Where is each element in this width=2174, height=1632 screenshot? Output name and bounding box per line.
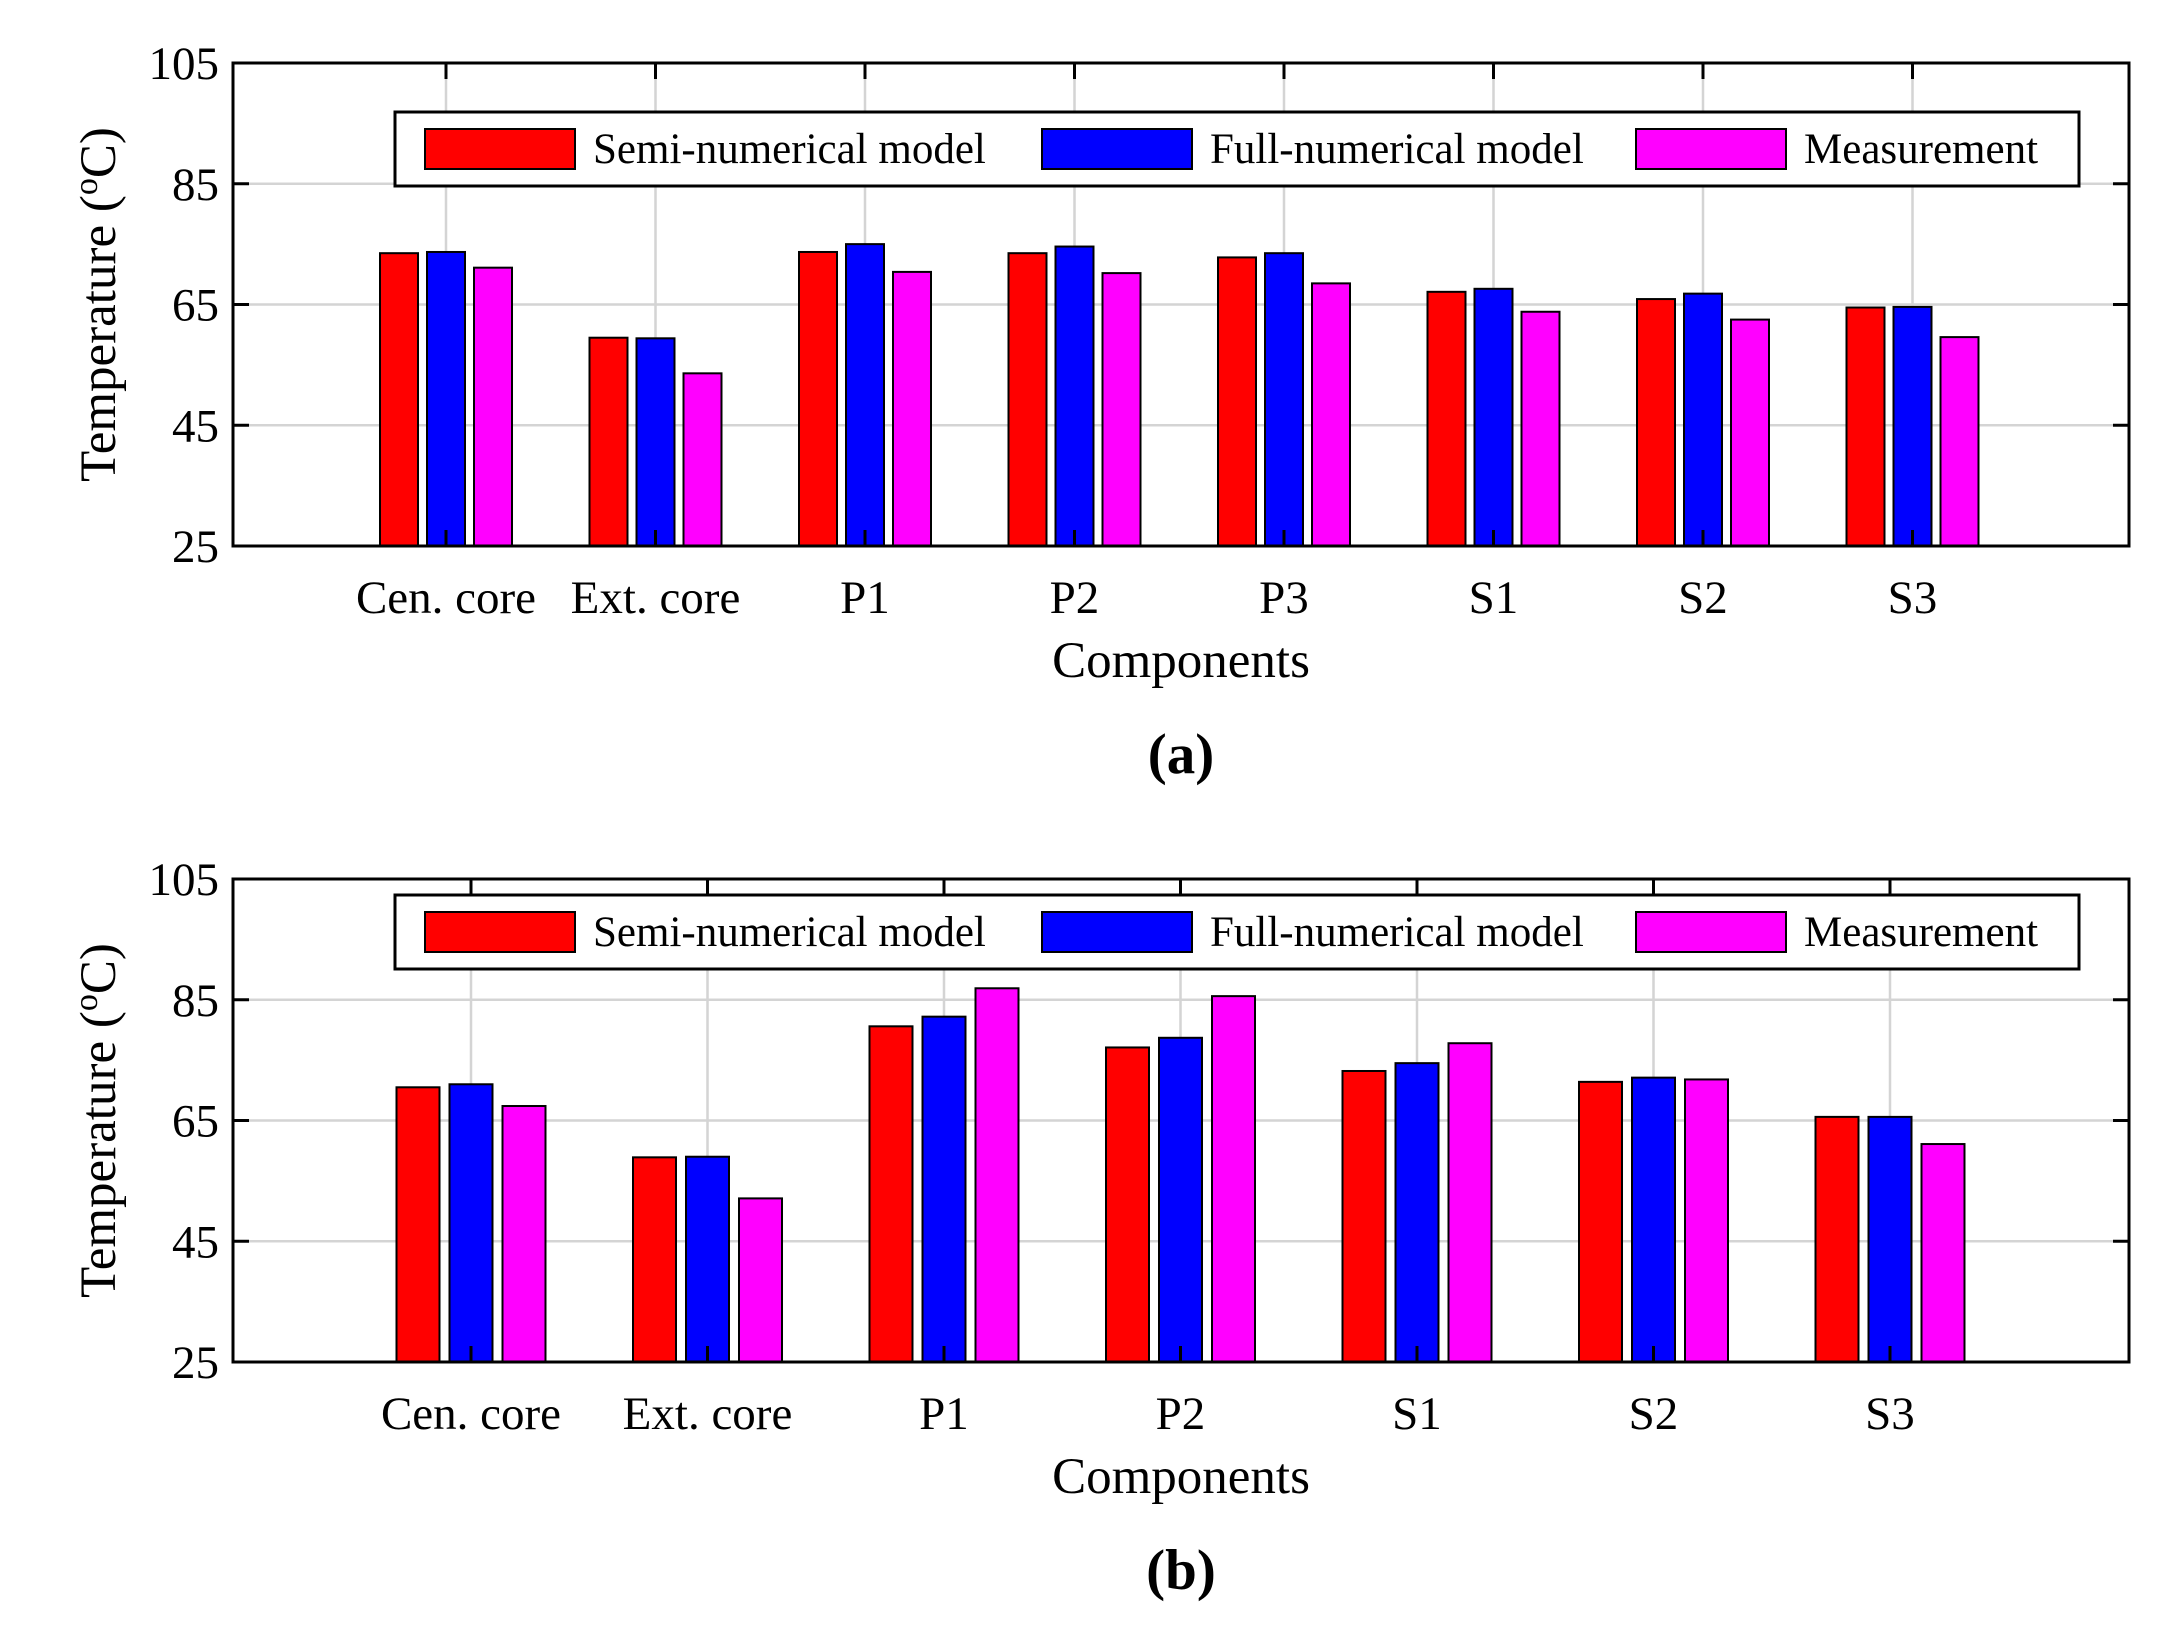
legend-swatch [424, 128, 576, 170]
bar [682, 372, 723, 548]
bar [635, 337, 676, 547]
bar [845, 243, 885, 547]
y-axis-label-main: Temperature ( [71, 195, 127, 482]
bar [473, 266, 513, 547]
x-axis-label: Components [1052, 1449, 1310, 1505]
y-tick-label: 85 [172, 975, 219, 1027]
bar [1447, 1042, 1493, 1363]
bar [685, 1155, 730, 1363]
y-tick-label: 25 [172, 521, 219, 573]
bar [892, 270, 932, 547]
bar [868, 1025, 914, 1363]
bar [1939, 336, 1980, 548]
y-tick-label: 105 [149, 854, 220, 906]
y-tick-label: 65 [172, 280, 219, 332]
bar [426, 250, 466, 547]
bar [1426, 290, 1467, 548]
panel-label: (b) [1146, 1539, 1216, 1602]
x-tick-label: S1 [1392, 1388, 1442, 1440]
bar [1217, 256, 1257, 547]
x-tick-label: S2 [1629, 1388, 1679, 1440]
y-axis-label-superscript: o [68, 178, 105, 195]
y-tick-label: 85 [172, 159, 219, 211]
y-tick-label: 25 [172, 1337, 219, 1389]
bar [798, 250, 838, 547]
y-axis-label: Temperature (oC) [68, 127, 127, 482]
x-tick-label: P3 [1259, 572, 1309, 624]
bar [1845, 306, 1886, 547]
bar [738, 1197, 783, 1364]
bar [1054, 245, 1095, 547]
bar [1101, 272, 1142, 547]
y-axis-label: Temperature (oC) [68, 943, 127, 1298]
y-tick-label: 45 [172, 400, 219, 452]
bar [1730, 318, 1770, 547]
bar [1158, 1036, 1203, 1363]
x-tick-label: Ext. core [571, 572, 741, 624]
bar [1211, 995, 1256, 1363]
panel-label: (a) [1148, 723, 1214, 786]
legend-label: Measurement [1804, 909, 2038, 956]
bar [379, 252, 419, 547]
bar [1264, 252, 1304, 547]
y-tick-label: 45 [172, 1216, 219, 1268]
bar [1311, 282, 1351, 547]
y-tick-label: 105 [149, 38, 220, 90]
bar [921, 1015, 967, 1364]
bar [1007, 252, 1048, 547]
y-axis-label-main: Temperature ( [71, 1011, 127, 1298]
x-tick-label: S3 [1865, 1388, 1915, 1440]
bar [1683, 292, 1723, 547]
bar [1578, 1080, 1623, 1363]
bar [1473, 287, 1514, 547]
legend-label: Full-numerical model [1210, 126, 1584, 173]
legend-swatch [1635, 128, 1787, 170]
x-tick-label: P1 [919, 1388, 969, 1440]
bar [395, 1086, 441, 1363]
bar [1920, 1143, 1966, 1364]
x-tick-label: P1 [840, 572, 890, 624]
panel-b: 25 45 65 85 105 Cen. core Ext. core P1 P2 S1 S2 S3 C… [68, 854, 2131, 1602]
bar [1684, 1078, 1729, 1363]
x-tick-label: Ext. core [623, 1388, 793, 1440]
bar [501, 1105, 547, 1364]
bar [1892, 305, 1933, 548]
bar [1341, 1069, 1387, 1364]
x-tick-label: Cen. core [356, 572, 536, 624]
legend-box [393, 110, 2081, 188]
x-tick-label: P2 [1156, 1388, 1206, 1440]
x-tick-label: S1 [1469, 572, 1519, 624]
legend-label: Full-numerical model [1210, 909, 1584, 956]
legend-swatch [1635, 911, 1787, 953]
x-tick-label: Cen. core [381, 1388, 561, 1440]
bar [1394, 1062, 1440, 1364]
legend-label: Semi-numerical model [593, 126, 986, 173]
bar [1814, 1115, 1860, 1363]
bar [1520, 310, 1561, 547]
y-axis-label-unit: C) [71, 943, 127, 994]
bar [588, 336, 629, 547]
x-tick-label: P2 [1050, 572, 1100, 624]
bar [1631, 1076, 1676, 1364]
y-axis-label-superscript: o [68, 994, 105, 1011]
legend-swatch [1041, 128, 1193, 170]
bar [1867, 1115, 1913, 1363]
bar [1636, 298, 1676, 547]
bar [632, 1156, 677, 1363]
y-tick-label: 65 [172, 1096, 219, 1148]
bar [974, 987, 1020, 1363]
x-tick-label: S2 [1678, 572, 1728, 624]
bar [1105, 1046, 1150, 1364]
panel-a: 25 45 65 85 105 Cen. core Ext. core P1 P2 P3 S1 S2 S… [68, 38, 2131, 786]
y-axis-label-unit: C) [71, 127, 127, 178]
legend-swatch [1041, 911, 1193, 953]
legend-label: Measurement [1804, 126, 2038, 173]
x-tick-label: S3 [1888, 572, 1938, 624]
legend-box [393, 893, 2081, 971]
bar [448, 1083, 494, 1364]
legend-label: Semi-numerical model [593, 909, 986, 956]
x-axis-label: Components [1052, 633, 1310, 689]
legend-swatch [424, 911, 576, 953]
